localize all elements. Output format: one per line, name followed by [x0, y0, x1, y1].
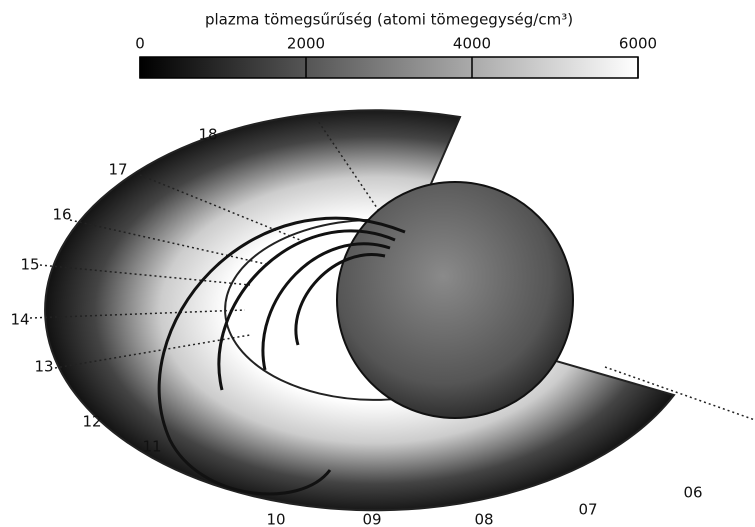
hour-label: 13: [34, 358, 53, 376]
colorbar-tick-label: 0: [135, 35, 145, 53]
hour-label: 17: [108, 161, 127, 179]
hour-label: 16: [52, 206, 71, 224]
figure: plazma tömegsűrűség (atomi tömegegység/c…: [0, 0, 755, 527]
hour-label: 12: [82, 413, 101, 431]
hour-label: 06: [683, 484, 702, 502]
colorbar-tick-label: 6000: [619, 35, 657, 53]
hour-label: 15: [20, 256, 39, 274]
colorbar-tick-label: 4000: [453, 35, 491, 53]
hour-label: 11: [142, 438, 161, 456]
hour-label: 09: [362, 511, 381, 527]
hour-label: 08: [474, 511, 493, 527]
colorbar: [140, 57, 638, 78]
colorbar-title: plazma tömegsűrűség (atomi tömegegység/c…: [205, 11, 573, 29]
earth: [337, 182, 573, 418]
hour-label: 14: [10, 311, 29, 329]
colorbar-tick-label: 2000: [287, 35, 325, 53]
hour-label: 18: [198, 126, 217, 144]
hour-label: 10: [266, 511, 285, 527]
hour-label: 07: [578, 501, 597, 519]
